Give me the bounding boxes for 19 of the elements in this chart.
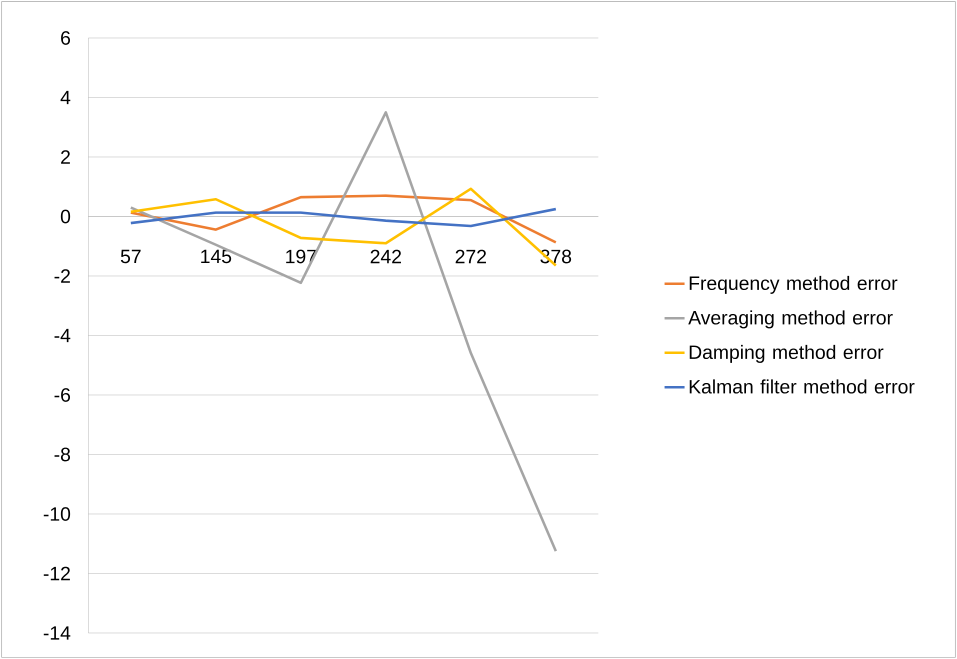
- y-tick-label: -4: [54, 328, 70, 342]
- y-tick-label: 2: [61, 150, 70, 164]
- y-tick-label: -8: [54, 448, 70, 462]
- x-tick-label: 272: [456, 250, 486, 264]
- y-tick-label: 0: [60, 210, 70, 224]
- y-tick-label: -12: [44, 566, 70, 580]
- legend-label: Frequency method error: [690, 276, 898, 294]
- legend-label: Damping method error: [690, 344, 884, 363]
- x-tick-label: 242: [370, 250, 401, 264]
- y-tick-label: -6: [54, 388, 70, 402]
- y-tick-label: 4: [60, 90, 70, 104]
- legend-label: Averaging method error: [688, 310, 893, 328]
- line-series: [130, 208, 558, 228]
- y-tick-label: -14: [44, 626, 70, 640]
- y-tick-label: -2: [54, 269, 70, 283]
- y-tick-label: 6: [61, 31, 70, 45]
- legend-label: Kalman filter method error: [690, 379, 914, 394]
- x-tick-label: 57: [120, 250, 141, 264]
- y-tick-label: -10: [44, 507, 70, 521]
